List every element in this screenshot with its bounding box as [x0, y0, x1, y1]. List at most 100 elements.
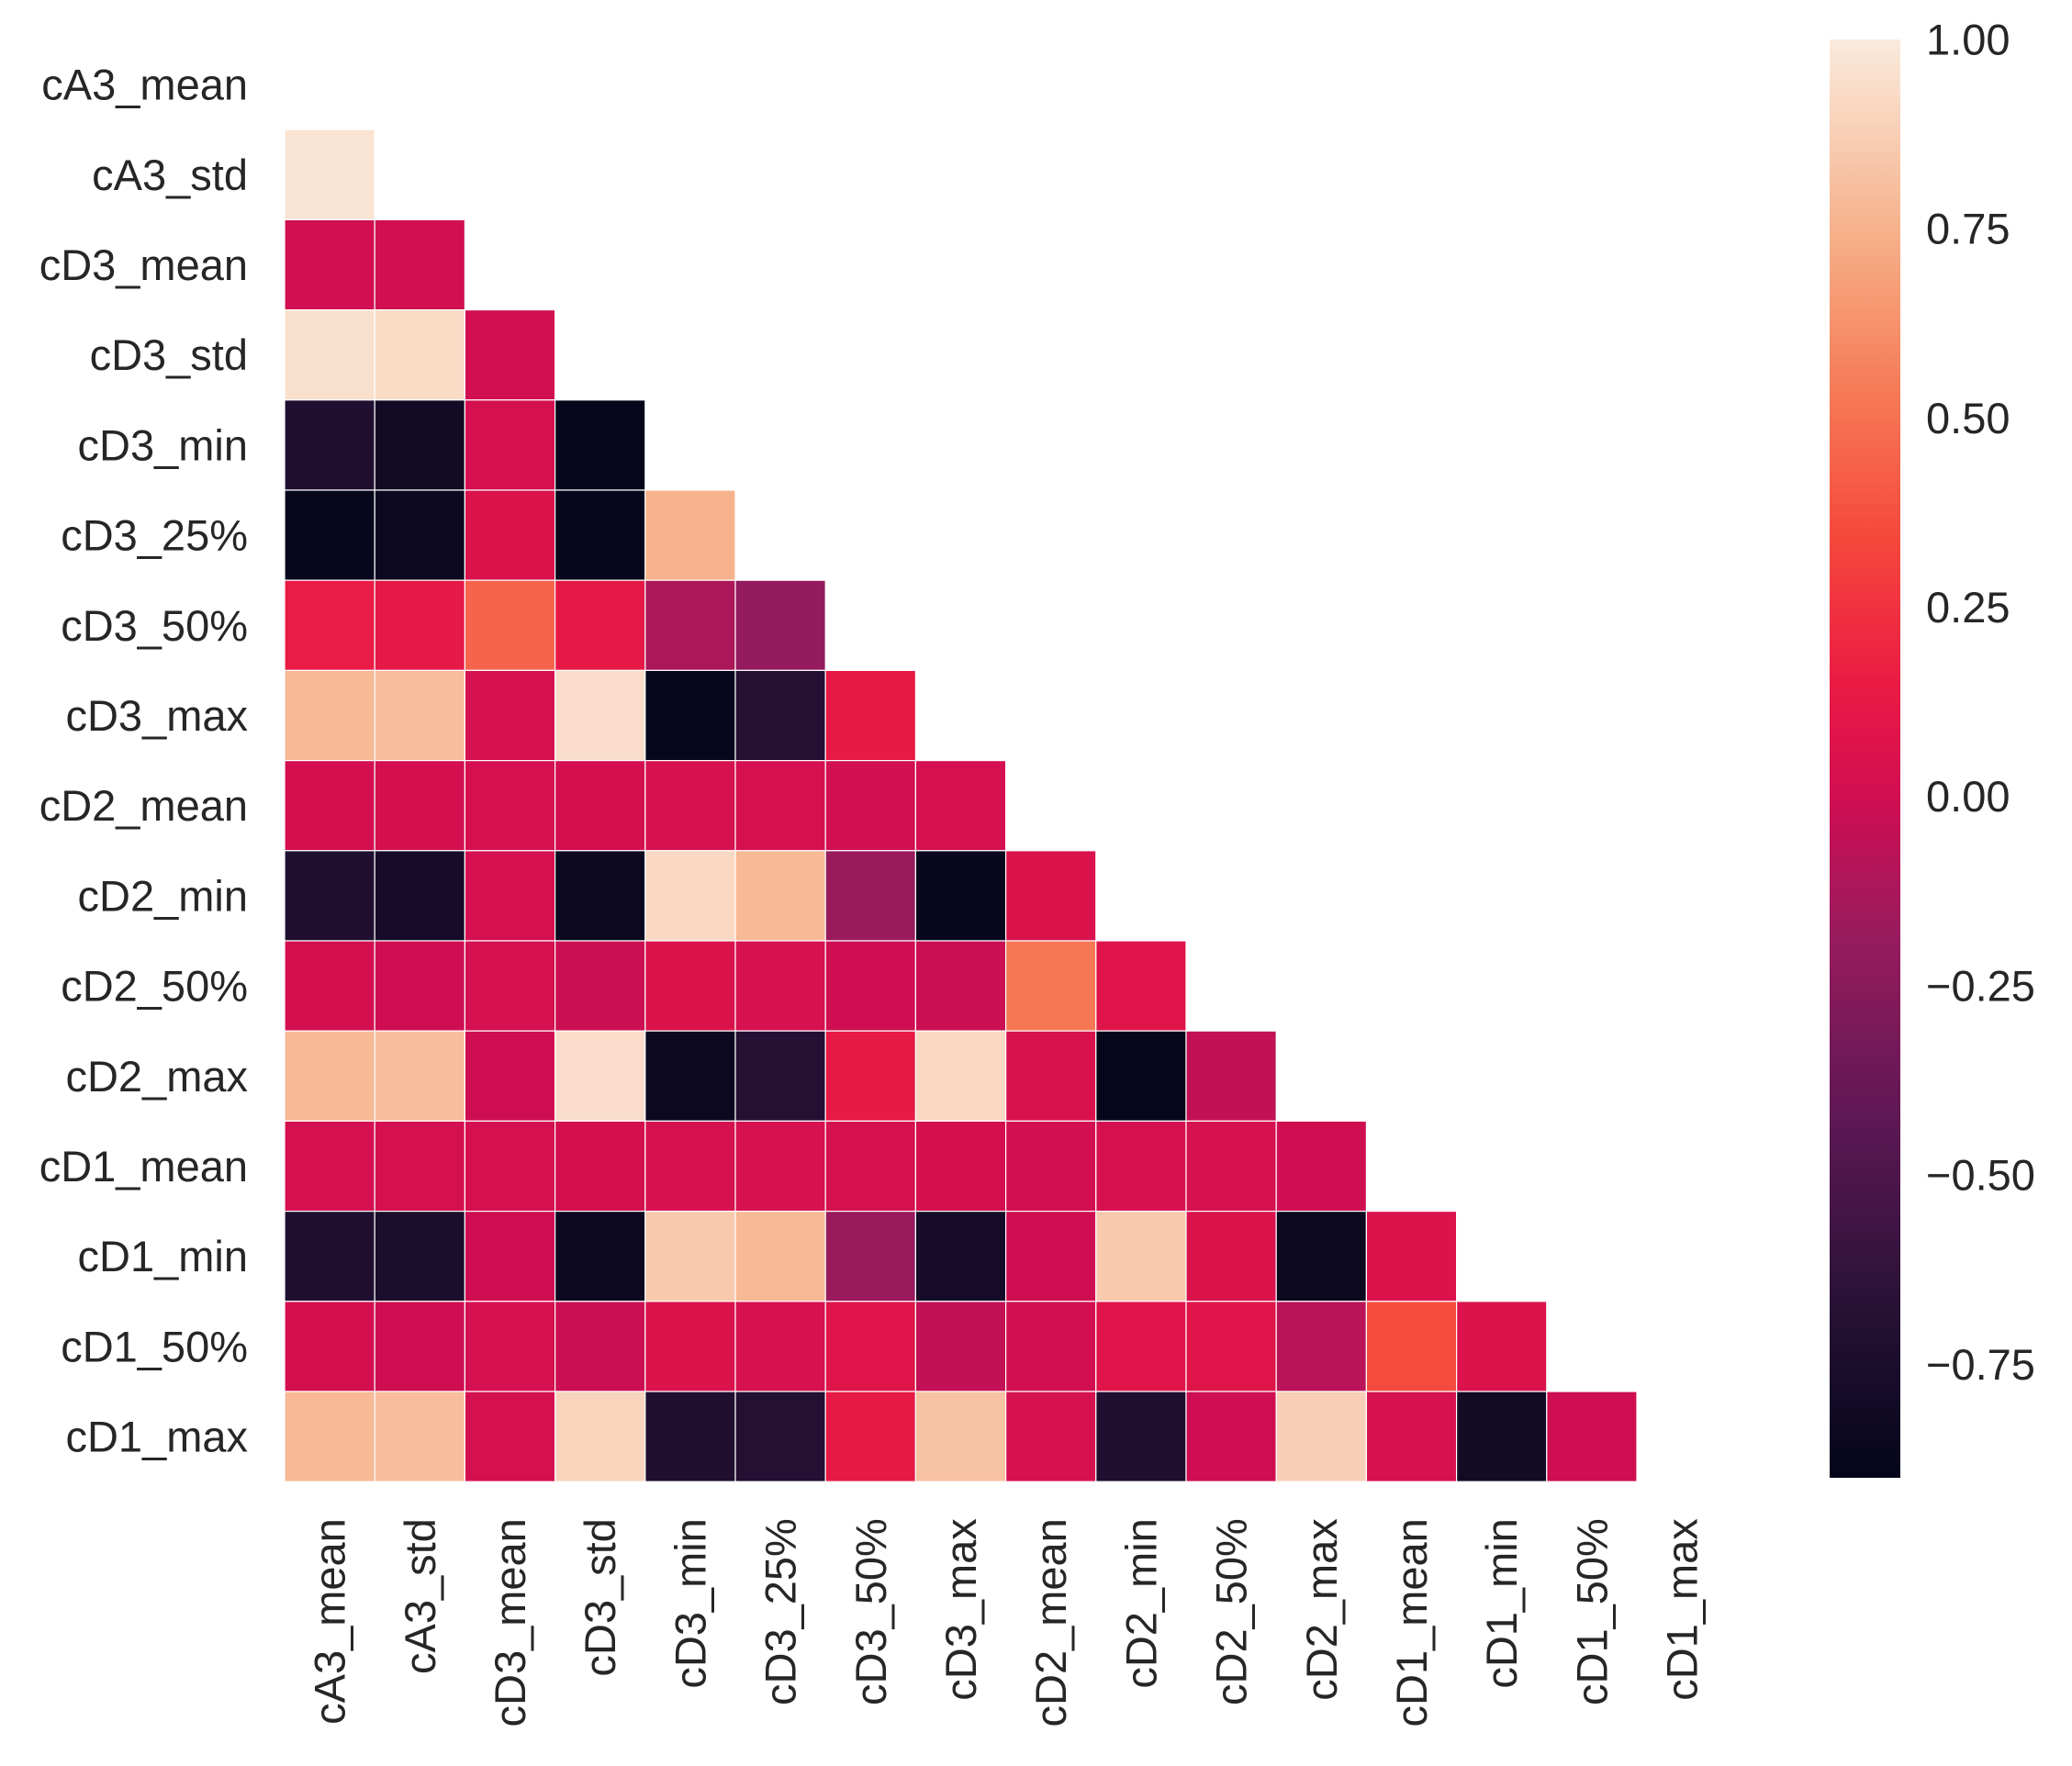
heatmap-cell-cD1_mean-cD3_25% [734, 1120, 826, 1213]
colorbar-tick-labels: 1.00 0.75 0.50 0.25 0.00 −0.25 −0.50 −0.75 [1926, 16, 2035, 1389]
y-tick-label: cD2_50% [61, 962, 248, 1011]
heatmap-cell-cD1_50%-cD3_std [554, 1301, 646, 1392]
heatmap-cell-cD2_50%-cD3_std [554, 940, 646, 1032]
heatmap-cell-cD2_50%-cA3_std [374, 940, 466, 1032]
heatmap-cell-cD1_max-cD1_mean [1365, 1391, 1458, 1482]
heatmap-cell-cD3_min-cA3_std [374, 399, 466, 491]
x-tick-label: cD1_max [1658, 1518, 1707, 1701]
x-tick-label: cD1_min [1477, 1518, 1526, 1688]
heatmap-cell-cD1_min-cD3_25% [734, 1210, 826, 1302]
heatmap-cell-cD2_50%-cA3_mean [284, 940, 375, 1032]
heatmap-cell-cD2_min-cD3_25% [734, 850, 826, 942]
y-tick-label: cA3_std [92, 151, 248, 199]
heatmap-cell-cD2_min-cD3_max [914, 850, 1007, 942]
x-tick-label: cD3_50% [846, 1518, 895, 1705]
x-tick-label: cD2_mean [1026, 1518, 1075, 1727]
heatmap-cell-cD1_50%-cD3_25% [734, 1301, 826, 1392]
y-tick-label: cD3_50% [61, 601, 248, 650]
heatmap-cell-cD3_25%-cD3_mean [464, 489, 556, 581]
heatmap-cell-cD1_mean-cD3_mean [464, 1120, 556, 1213]
heatmap-cell-cD2_mean-cD3_min [644, 759, 736, 852]
heatmap-cell-cD3_50%-cD3_25% [734, 579, 826, 672]
y-tick-label: cD3_25% [61, 511, 248, 560]
y-tick-label: cD1_min [78, 1232, 248, 1280]
heatmap-cell-cD2_min-cA3_std [374, 850, 466, 942]
heatmap-cell-cD3_std-cA3_std [374, 309, 466, 401]
y-tick-label: cD3_min [78, 420, 248, 469]
heatmap-cell-cD1_mean-cD2_50% [1185, 1120, 1277, 1213]
x-tick-label: cD3_max [936, 1518, 985, 1701]
heatmap-cell-cD2_min-cD2_mean [1004, 850, 1097, 942]
heatmap-cell-cD3_min-cD3_std [554, 399, 646, 491]
heatmap-cell-cD1_max-cD3_25% [734, 1391, 826, 1482]
heatmap-cell-cD1_min-cD3_max [914, 1210, 1007, 1302]
colorbar-tick-label: −0.50 [1926, 1151, 2035, 1200]
y-tick-label: cD1_50% [61, 1322, 248, 1370]
heatmap-cell-cD2_mean-cA3_mean [284, 759, 375, 852]
y-tick-label: cD3_max [65, 691, 248, 740]
heatmap-cell-cD2_min-cD3_min [644, 850, 736, 942]
heatmap-cell-cD2_50%-cD2_mean [1004, 940, 1097, 1032]
heatmap-cell-cD2_50%-cD3_min [644, 940, 736, 1032]
heatmap-cell-cD1_min-cD3_50% [824, 1210, 917, 1302]
y-tick-label: cD3_std [90, 330, 248, 379]
heatmap-cell-cD1_max-cA3_mean [284, 1391, 375, 1482]
y-tick-label: cA3_mean [41, 61, 248, 109]
heatmap-cell-cD3_max-cA3_mean [284, 669, 375, 762]
heatmap-cell-cD3_std-cA3_mean [284, 309, 375, 401]
x-tick-label: cD1_mean [1387, 1518, 1436, 1727]
x-tick-labels: cA3_mean cA3_std cD3_mean cD3_std cD3_min cD3… [306, 1518, 1707, 1727]
heatmap-cell-cD1_max-cD2_50% [1185, 1391, 1277, 1482]
heatmap-cell-cD1_min-cD1_mean [1365, 1210, 1458, 1302]
colorbar-tick-label: 0.50 [1926, 394, 2010, 442]
heatmap-cell-cD1_50%-cD1_min [1455, 1301, 1548, 1392]
heatmap-cell-cD1_50%-cD2_max [1275, 1301, 1367, 1392]
colorbar-tick-label: 0.75 [1926, 205, 2010, 253]
x-tick-label: cD3_mean [486, 1518, 534, 1727]
heatmap-cell-cD1_min-cD3_std [554, 1210, 646, 1302]
heatmap-cell-cD1_50%-cD3_mean [464, 1301, 556, 1392]
heatmap-cell-cD2_min-cD3_50% [824, 850, 917, 942]
heatmap-cell-cD1_mean-cD3_std [554, 1120, 646, 1213]
heatmap-cell-cD3_25%-cA3_std [374, 489, 466, 581]
heatmap-cell-cD1_max-cD2_min [1095, 1391, 1187, 1482]
x-tick-label: cA3_mean [306, 1518, 354, 1725]
heatmap-cell-cA3_std-cA3_mean [284, 129, 375, 220]
heatmap-cell-cD2_50%-cD3_max [914, 940, 1007, 1032]
heatmap-cell-cD1_min-cD2_min [1095, 1210, 1187, 1302]
heatmap-cell-cD1_max-cD2_max [1275, 1391, 1367, 1482]
heatmap-cell-cD1_mean-cA3_std [374, 1120, 466, 1213]
y-tick-label: cD3_mean [39, 240, 248, 289]
colorbar-gradient [1830, 39, 1900, 1478]
y-tick-labels: cA3_mean cA3_std cD3_mean cD3_std cD3_min cD3… [39, 61, 248, 1461]
y-tick-label: cD2_max [65, 1052, 248, 1101]
heatmap-cell-cD1_min-cD2_50% [1185, 1210, 1277, 1302]
y-tick-label: cD2_min [78, 871, 248, 920]
heatmap-cell-cD1_min-cA3_mean [284, 1210, 375, 1302]
heatmap-cell-cD1_mean-cD2_max [1275, 1120, 1367, 1213]
heatmap-cell-cD2_min-cD3_mean [464, 850, 556, 942]
heatmap-cell-cD2_50%-cD2_min [1095, 940, 1187, 1032]
heatmap-cell-cD3_min-cD3_mean [464, 399, 556, 491]
heatmap-cell-cD1_mean-cA3_mean [284, 1120, 375, 1213]
colorbar-tick-label: −0.75 [1926, 1340, 2035, 1389]
y-tick-label: cD1_max [65, 1413, 248, 1461]
heatmap-cell-cD1_50%-cD2_50% [1185, 1301, 1277, 1392]
heatmap-cell-cD1_max-cD3_max [914, 1391, 1007, 1482]
x-tick-label: cD2_max [1297, 1518, 1346, 1701]
heatmap-cell-cD1_max-cA3_std [374, 1391, 466, 1482]
heatmap-cell-cD2_max-cD2_mean [1004, 1030, 1097, 1122]
heatmap-cell-cD1_max-cD3_min [644, 1391, 736, 1482]
heatmap-cell-cD3_max-cD3_25% [734, 669, 826, 762]
heatmap-cell-cD2_mean-cD3_max [914, 759, 1007, 852]
heatmap-cell-cD2_min-cA3_mean [284, 850, 375, 942]
heatmap-cell-cD3_50%-cD3_mean [464, 579, 556, 672]
heatmap-cell-cD2_max-cA3_mean [284, 1030, 375, 1122]
x-tick-label: cD2_50% [1207, 1518, 1256, 1705]
x-tick-label: cD3_std [576, 1518, 624, 1676]
colorbar-tick-label: 0.00 [1926, 772, 2010, 821]
heatmap-cells [284, 129, 1638, 1482]
heatmap-cell-cD2_max-cD3_25% [734, 1030, 826, 1122]
heatmap-cell-cD2_max-cD3_std [554, 1030, 646, 1122]
heatmap-cell-cD2_mean-cA3_std [374, 759, 466, 852]
